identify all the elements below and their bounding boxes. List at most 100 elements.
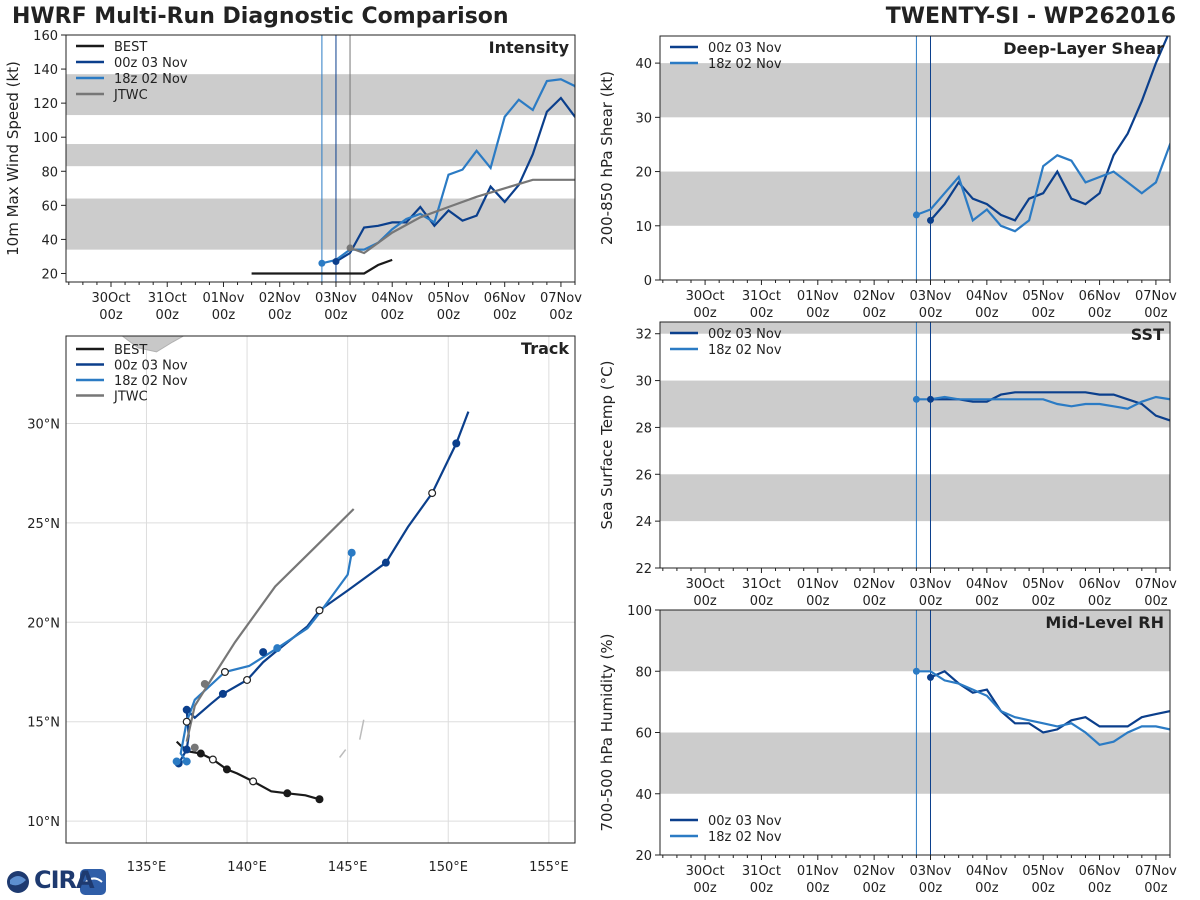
shaded-band xyxy=(660,322,1170,334)
series-line-18z-02-nov xyxy=(916,395,1170,410)
shaded-band xyxy=(66,198,575,250)
x-tick-label: 00z xyxy=(324,308,348,323)
x-tick-label: 00z xyxy=(862,881,886,896)
legend-label: 18z 02 Nov xyxy=(114,72,188,87)
x-tick-label: 00z xyxy=(437,308,461,323)
x-tick-label: 06Nov xyxy=(484,291,526,306)
x-tick-label: 04Nov xyxy=(966,577,1008,592)
track-position-marker xyxy=(381,558,390,567)
x-tick-label: 03Nov xyxy=(910,864,952,879)
x-tick-label: 06Nov xyxy=(1079,577,1121,592)
track-position-marker xyxy=(208,755,217,764)
x-tick-label: 30Oct xyxy=(686,577,725,592)
y-tick-label: 20 xyxy=(635,849,652,864)
x-tick-label: 00z xyxy=(212,308,236,323)
x-tick-label: 00z xyxy=(750,594,774,609)
panel-title: Deep-Layer Shear xyxy=(1003,39,1164,58)
track-position-marker xyxy=(259,648,268,657)
x-tick-label: 01Nov xyxy=(797,289,839,304)
sst-chart: 22 24 26 28 30 32 30Oct 00z 31Oct 00z 01Nov 00z 02No… xyxy=(598,321,1177,609)
track-position-marker xyxy=(182,745,191,754)
legend-label: BEST xyxy=(114,343,147,358)
track-position-marker xyxy=(315,606,324,615)
x-tick-label: 01Nov xyxy=(797,577,839,592)
y-tick-label: 60 xyxy=(635,727,652,742)
legend-label: JTWC xyxy=(113,390,148,405)
cira-logo: CIRA xyxy=(6,866,106,898)
x-tick-label: 31Oct xyxy=(742,864,781,879)
x-tick-label: 00z xyxy=(862,594,886,609)
cira-logo-graphic xyxy=(7,869,106,895)
x-tick-label: 00z xyxy=(975,306,999,321)
y-tick-label: 30 xyxy=(635,111,652,126)
lon-tick-label: 140°E xyxy=(227,860,267,875)
init-marker xyxy=(332,258,340,266)
x-tick-label: 02Nov xyxy=(853,289,895,304)
legend-label: 18z 02 Nov xyxy=(114,374,188,389)
legend-label: 00z 03 Nov xyxy=(114,56,188,71)
x-tick-label: 04Nov xyxy=(966,864,1008,879)
track-position-marker xyxy=(200,679,209,688)
x-tick-label: 00z xyxy=(1088,594,1112,609)
shaded-band xyxy=(660,63,1170,118)
series-line-00z-03-nov xyxy=(929,36,1169,222)
x-tick-label: 00z xyxy=(1088,306,1112,321)
lon-tick-label: 155°E xyxy=(529,860,569,875)
y-tick-label: 24 xyxy=(635,515,652,530)
shaded-band xyxy=(660,732,1170,794)
x-tick-label: 00z xyxy=(99,308,123,323)
series-line-18z-02-nov xyxy=(916,670,1170,746)
x-tick-label: 02Nov xyxy=(853,864,895,879)
y-tick-label: 100 xyxy=(627,604,652,619)
track-position-marker xyxy=(315,795,324,804)
x-tick-label: 00z xyxy=(1032,881,1056,896)
intensity-chart: 20 40 60 80 100 120 140 160 30Oct 00z 31Oct 00z 01No… xyxy=(4,29,582,323)
rh-plot-area xyxy=(660,610,1170,855)
x-tick-label: 02Nov xyxy=(259,291,301,306)
x-tick-label: 01Nov xyxy=(797,864,839,879)
track-map-area xyxy=(66,336,575,843)
y-axis-label: 200-850 hPa Shear (kt) xyxy=(598,71,616,245)
x-tick-label: 00z xyxy=(693,594,717,609)
track-position-marker xyxy=(283,789,292,798)
x-tick-label: 00z xyxy=(1144,881,1168,896)
lat-tick-label: 20°N xyxy=(27,616,60,631)
shear-plot-area xyxy=(660,36,1170,280)
x-tick-label: 03Nov xyxy=(910,577,952,592)
x-tick-label: 30Oct xyxy=(686,289,725,304)
y-tick-label: 26 xyxy=(635,468,652,483)
x-tick-label: 00z xyxy=(1032,306,1056,321)
x-tick-label: 00z xyxy=(862,306,886,321)
track-position-marker xyxy=(347,548,356,557)
lat-tick-label: 15°N xyxy=(27,716,60,731)
y-tick-label: 40 xyxy=(635,57,652,72)
shaded-band xyxy=(66,74,575,116)
x-tick-label: 02Nov xyxy=(853,577,895,592)
track-line-18z-02-nov xyxy=(176,552,353,763)
x-tick-label: 00z xyxy=(975,881,999,896)
init-marker xyxy=(318,259,326,267)
y-tick-label: 160 xyxy=(33,29,58,44)
y-tick-label: 28 xyxy=(635,421,652,436)
rh-chart: 20 40 60 80 100 30Oct 00z 31Oct 00z 01Nov 00z 02Nov… xyxy=(598,604,1177,896)
x-tick-label: 00z xyxy=(806,594,830,609)
init-marker xyxy=(926,673,934,681)
y-tick-label: 30 xyxy=(635,375,652,390)
x-tick-label: 07Nov xyxy=(1135,864,1177,879)
x-tick-label: 00z xyxy=(693,306,717,321)
legend-label: 18z 02 Nov xyxy=(708,343,782,358)
x-tick-label: 31Oct xyxy=(742,289,781,304)
series-line-18z-02-nov xyxy=(916,142,1170,233)
x-tick-label: 00z xyxy=(268,308,292,323)
land-marianas xyxy=(358,719,365,740)
y-tick-label: 10 xyxy=(635,220,652,235)
track-position-marker xyxy=(452,439,461,448)
x-tick-label: 30Oct xyxy=(91,291,130,306)
x-tick-label: 00z xyxy=(1088,881,1112,896)
x-tick-label: 00z xyxy=(975,594,999,609)
x-tick-label: 00z xyxy=(806,306,830,321)
legend-label: 00z 03 Nov xyxy=(708,41,782,56)
x-tick-label: 05Nov xyxy=(1022,577,1064,592)
y-tick-label: 40 xyxy=(635,788,652,803)
